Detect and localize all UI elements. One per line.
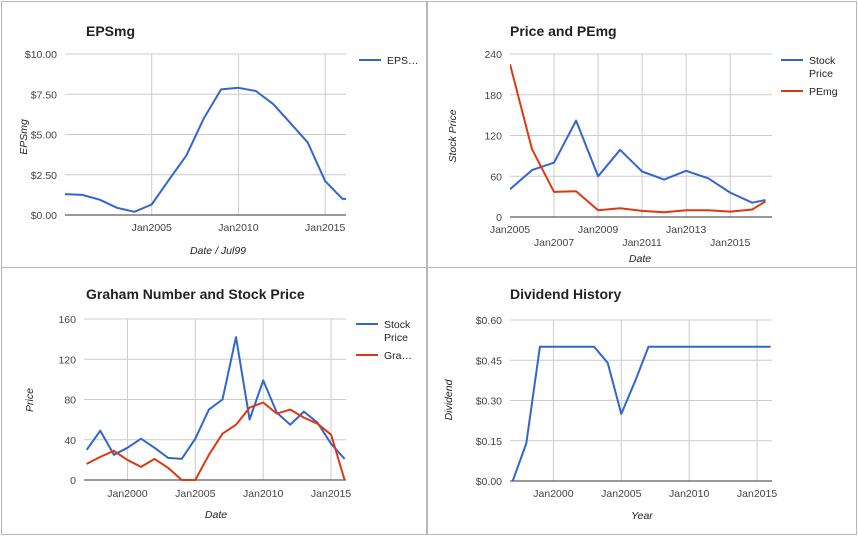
- y-tick-label: 160: [58, 314, 76, 326]
- y-tick-label: 60: [490, 171, 502, 183]
- price-pe-chart: Price and PEmg Stock Price Date 0 60 120 18…: [447, 23, 838, 265]
- grid-layer: [510, 53, 772, 217]
- axis-layer: 0 60 120 180 240 Jan2005 Jan2009 Jan2013 Jan2007…: [484, 49, 772, 249]
- x-tick-label: Jan2005: [175, 488, 215, 500]
- y-tick-label: 120: [58, 354, 76, 366]
- y-axis-label: Dividend: [443, 378, 455, 420]
- series-layer: [85, 336, 346, 481]
- y-tick-label: 0: [496, 212, 502, 224]
- axis-layer: 0 40 80 120 160 Jan2000 Jan2005 Jan2010 Jan2015: [58, 314, 351, 500]
- legend-label-line: Price: [809, 68, 833, 80]
- series-layer: [511, 345, 771, 482]
- eps-chart-panel: EPSmg EPSmg Date / Jul99 $0.00 $2.50 $5.00…: [1, 1, 427, 268]
- chart-title: Dividend History: [510, 286, 621, 302]
- axis-layer: $0.00 $2.50 $5.00 $7.50 $10.00 Jan2005 Jan2010…: [25, 49, 346, 234]
- x-tick-label: Jan2015: [737, 488, 777, 500]
- x-tick-label: Jan2005: [132, 222, 172, 234]
- x-tick-label: Jan2000: [107, 488, 147, 500]
- series-line-eps: [65, 86, 346, 213]
- price-pe-chart-panel: Price and PEmg Stock Price Date 0 60 120 18…: [427, 1, 857, 268]
- legend-label[interactable]: PEmg: [809, 86, 838, 98]
- series-line-stock-price: [510, 119, 766, 204]
- legend-label[interactable]: Gra…: [384, 350, 412, 362]
- dividend-chart-panel: Dividend History Dividend Year $0.00 $0.1…: [427, 267, 857, 535]
- x-tick-label: Jan2010: [669, 488, 709, 500]
- x-tick-label: Jan2015: [305, 222, 345, 234]
- eps-chart: EPSmg EPSmg Date / Jul99 $0.00 $2.50 $5.00…: [18, 23, 419, 257]
- legend-label[interactable]: EPS…: [387, 55, 419, 67]
- y-tick-label: $0.60: [476, 315, 502, 327]
- x-tick-label: Jan2007: [534, 237, 574, 249]
- series-layer: [65, 86, 346, 213]
- graham-chart: Graham Number and Stock Price Price Date…: [24, 286, 412, 521]
- x-axis-label: Date: [205, 509, 227, 521]
- y-tick-label: $0.45: [476, 355, 502, 367]
- legend[interactable]: Stock Price Gra…: [356, 319, 412, 362]
- y-tick-label: $0.00: [31, 210, 57, 222]
- chart-title: Graham Number and Stock Price: [86, 286, 305, 302]
- legend-label-line: Stock: [809, 55, 836, 67]
- legend-label[interactable]: Stock Price: [384, 319, 411, 344]
- legend[interactable]: EPS…: [359, 55, 419, 67]
- series-layer: [510, 63, 766, 214]
- y-tick-label: 0: [70, 475, 76, 487]
- y-axis-label: Price: [24, 388, 36, 412]
- chart-title: Price and PEmg: [510, 23, 617, 39]
- y-tick-label: 40: [64, 435, 76, 447]
- x-tick-label: Jan2005: [490, 224, 530, 236]
- y-tick-label: $5.00: [31, 130, 57, 142]
- x-tick-label: Jan2011: [622, 237, 662, 249]
- x-tick-label: Jan2015: [710, 237, 750, 249]
- series-line-stock-price: [85, 336, 346, 460]
- y-tick-label: $0.00: [476, 476, 502, 488]
- chart-title: EPSmg: [86, 23, 135, 39]
- series-line-series: [511, 345, 771, 482]
- y-tick-label: $0.30: [476, 396, 502, 408]
- x-axis-label: Date: [629, 253, 651, 265]
- grid-layer: [510, 319, 772, 481]
- graham-chart-panel: Graham Number and Stock Price Price Date…: [1, 267, 427, 535]
- grid-layer: [65, 53, 346, 215]
- x-tick-label: Jan2010: [243, 488, 283, 500]
- axis-layer: $0.00 $0.15 $0.30 $0.45 $0.60 Jan2000 Jan2005 J…: [476, 315, 778, 500]
- x-tick-label: Jan2015: [311, 488, 351, 500]
- x-tick-label: Jan2009: [578, 224, 618, 236]
- x-tick-label: Jan2000: [533, 488, 573, 500]
- series-line-pemg: [510, 63, 766, 214]
- y-axis-label: EPSmg: [18, 119, 30, 155]
- dividend-chart: Dividend History Dividend Year $0.00 $0.1…: [443, 286, 778, 522]
- x-axis-label: Date / Jul99: [190, 245, 246, 257]
- y-tick-label: $0.15: [476, 436, 502, 448]
- x-tick-label: Jan2010: [218, 222, 258, 234]
- y-tick-label: 180: [484, 90, 502, 102]
- y-tick-label: 80: [64, 395, 76, 407]
- legend-label-line: Stock: [384, 319, 411, 331]
- y-tick-label: $2.50: [31, 170, 57, 182]
- x-tick-label: Jan2013: [666, 224, 706, 236]
- y-tick-label: $7.50: [31, 89, 57, 101]
- y-tick-label: $10.00: [25, 49, 57, 61]
- x-axis-label: Year: [631, 510, 653, 522]
- y-tick-label: 240: [484, 49, 502, 61]
- legend[interactable]: Stock Price PEmg: [781, 55, 838, 98]
- series-line-gra: [86, 401, 346, 481]
- x-tick-label: Jan2005: [601, 488, 641, 500]
- legend-label[interactable]: Stock Price: [809, 55, 836, 80]
- grid-layer: [84, 318, 346, 480]
- legend-label-line: Price: [384, 332, 408, 344]
- y-tick-label: 120: [484, 131, 502, 143]
- y-axis-label: Stock Price: [447, 109, 459, 162]
